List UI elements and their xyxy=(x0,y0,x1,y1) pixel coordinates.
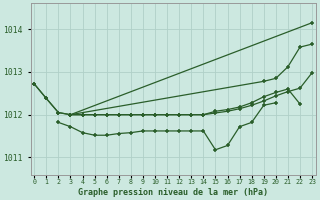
X-axis label: Graphe pression niveau de la mer (hPa): Graphe pression niveau de la mer (hPa) xyxy=(78,188,268,197)
